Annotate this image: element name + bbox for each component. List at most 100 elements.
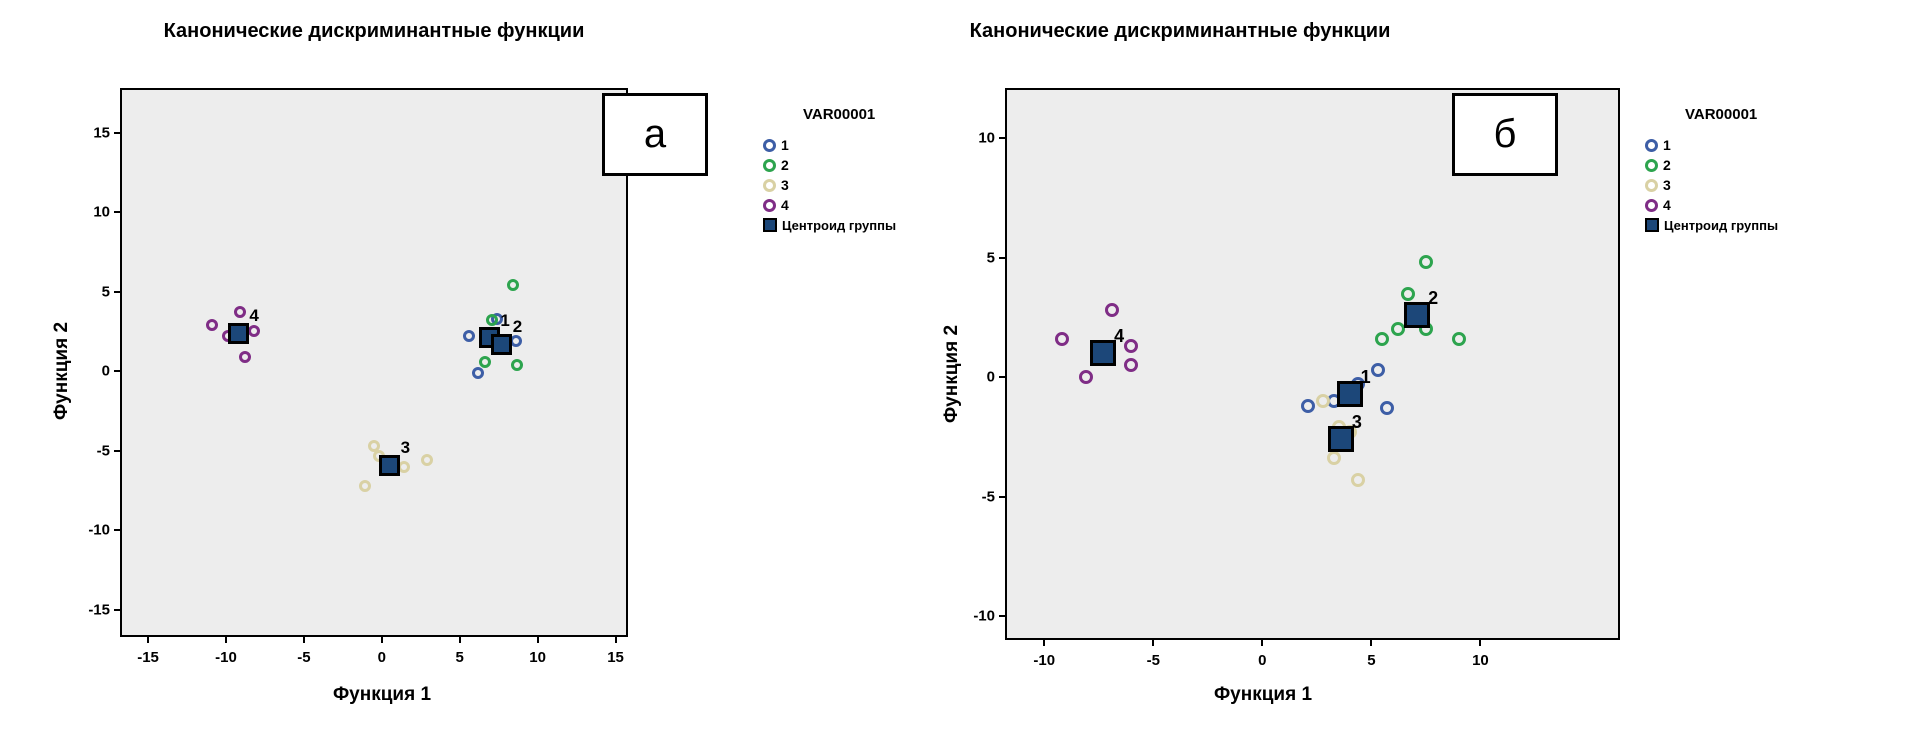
chart-a-y-tick-mark [114, 370, 120, 373]
chart-a-plot-area [120, 88, 628, 637]
chart-b-x-tick-label: -10 [1033, 652, 1056, 669]
chart-a-y-tick-label: -10 [88, 521, 110, 539]
chart-a-group-1-point [463, 330, 476, 343]
chart-b-legend: VAR00001 1 2 3 4 Центроид группы [1645, 106, 1778, 235]
legend-item-3: 3 [763, 175, 896, 195]
chart-a-x-tick-mark [224, 637, 227, 643]
chart-a-x-tick-label: -15 [137, 649, 159, 666]
legend-circle-marker-icon [763, 178, 776, 192]
chart-b-y-tick-mark [999, 256, 1005, 259]
legend-circle-marker-icon [1645, 178, 1658, 192]
legend-item-1: 1 [763, 135, 896, 155]
chart-a-x-tick-mark [147, 637, 150, 643]
chart-b-y-tick-label: -10 [973, 607, 995, 625]
chart-b-group-4-point [1054, 331, 1069, 346]
legend-item-4: 4 [1645, 195, 1778, 215]
chart-a-x-tick-mark [536, 637, 539, 643]
chart-a-group-2-point [478, 355, 491, 368]
chart-b-corner-label-box: б [1452, 93, 1558, 176]
chart-a-x-axis-label: Функция 1 [332, 684, 432, 705]
chart-b-y-tick-label: 5 [986, 249, 995, 267]
chart-a-x-tick-label: -5 [297, 649, 311, 666]
chart-a-y-tick-mark [114, 449, 120, 452]
chart-a-y-tick-mark [114, 529, 120, 532]
legend-circle-marker-icon [763, 138, 776, 152]
chart-b-group-2-point [1375, 331, 1390, 346]
chart-b-group-2-point [1401, 286, 1416, 301]
chart-a-group-1-centroid-label: 1 [500, 310, 510, 330]
chart-b-group-4-point [1104, 303, 1119, 318]
chart-b-x-tick-mark [1261, 640, 1264, 646]
chart-b-group-4-point [1078, 370, 1093, 385]
chart-b-x-tick-mark [1370, 640, 1373, 646]
legend-circle-marker-icon [1645, 138, 1658, 152]
chart-b-group-3-centroid-label: 3 [1351, 412, 1362, 433]
legend-item-label: 3 [781, 177, 789, 193]
chart-a-group-2-centroid [491, 333, 513, 355]
chart-a-group-3-point [420, 454, 433, 467]
chart-b-y-tick-mark [999, 137, 1005, 140]
legend-centroid-marker-icon [763, 218, 777, 232]
chart-a-x-tick-label: 10 [529, 649, 546, 666]
chart-b-y-tick-mark [999, 495, 1005, 498]
chart-a-y-tick-mark [114, 211, 120, 214]
chart-a-group-2-centroid-label: 2 [512, 317, 523, 337]
legend-item-2: 2 [1645, 155, 1778, 175]
chart-b-x-tick-mark [1152, 640, 1155, 646]
chart-a-x-tick-label: 5 [455, 649, 464, 666]
legend-item-label: 2 [781, 157, 789, 173]
legend-item-label: 4 [1663, 197, 1671, 213]
chart-b-legend-title: VAR00001 [1685, 106, 1758, 123]
chart-a-y-tick-label: -5 [96, 442, 110, 460]
chart-a-y-tick-mark [114, 131, 120, 134]
chart-b-group-1-point [1301, 398, 1316, 413]
legend-circle-marker-icon [763, 198, 776, 212]
chart-a-x-tick-mark [614, 637, 617, 643]
chart-b-x-tick-mark [1479, 640, 1482, 646]
chart-a-x-tick-mark [380, 637, 383, 643]
chart-b-group-1-point [1370, 362, 1385, 377]
legend-item-label: Центроид группы [1664, 217, 1779, 233]
legend-item-3: 3 [1645, 175, 1778, 195]
chart-b-group-4-point [1124, 339, 1139, 354]
chart-b-x-tick-label: -5 [1146, 652, 1160, 669]
chart-a-corner-label-box: а [602, 93, 708, 176]
chart-b-group-2-centroid [1404, 302, 1431, 328]
chart-b-group-2-centroid-label: 2 [1428, 288, 1439, 308]
chart-b-y-tick-mark [999, 376, 1005, 379]
chart-b-x-tick-mark [1043, 640, 1046, 646]
chart-b-group-3-point [1351, 472, 1366, 487]
chart-a-y-tick-label: 15 [93, 124, 110, 142]
chart-a-group-2-point [506, 279, 519, 292]
chart-b-group-1-centroid [1336, 380, 1363, 407]
chart-a-y-axis-label: Функция 2 [51, 321, 72, 421]
chart-b-x-tick-label: 0 [1258, 652, 1267, 669]
chart-a-legend-items: 1 2 3 4 Центроид группы [763, 135, 896, 235]
chart-a-y-tick-mark [114, 608, 120, 611]
chart-a-group-3-point [358, 479, 371, 492]
legend-item-label: Центроид группы [782, 217, 897, 233]
chart-b-group-2-point [1451, 331, 1466, 346]
legend-centroid-marker-icon [1645, 218, 1659, 232]
chart-a-x-tick-mark [302, 637, 305, 643]
chart-a-x-tick-mark [458, 637, 461, 643]
chart-b-group-4-point [1124, 358, 1139, 373]
chart-b-legend-items: 1 2 3 4 Центроид группы [1645, 135, 1778, 235]
chart-b-group-4-centroid-label: 4 [1114, 326, 1125, 347]
chart-b-title: Канонические дискриминантные функции [969, 20, 1391, 42]
legend-circle-marker-icon [1645, 198, 1658, 212]
legend-item-label: 1 [1663, 137, 1671, 153]
chart-b-group-1-centroid-label: 1 [1360, 366, 1371, 387]
legend-item-label: 3 [1663, 177, 1671, 193]
chart-a-group-3-centroid-label: 3 [400, 438, 411, 458]
chart-a-x-tick-label: 0 [377, 649, 386, 666]
chart-b-y-tick-label: 0 [986, 368, 995, 386]
chart-b-y-axis-label: Функция 2 [941, 324, 962, 424]
chart-a-title: Канонические дискриминантные функции [163, 20, 585, 42]
legend-item-centroid: Центроид группы [1645, 215, 1778, 235]
chart-a-group-4-centroid [227, 322, 249, 344]
legend-item-label: 4 [781, 197, 789, 213]
chart-a-group-4-point [233, 306, 246, 319]
chart-b-x-axis-label: Функция 1 [1213, 684, 1313, 705]
